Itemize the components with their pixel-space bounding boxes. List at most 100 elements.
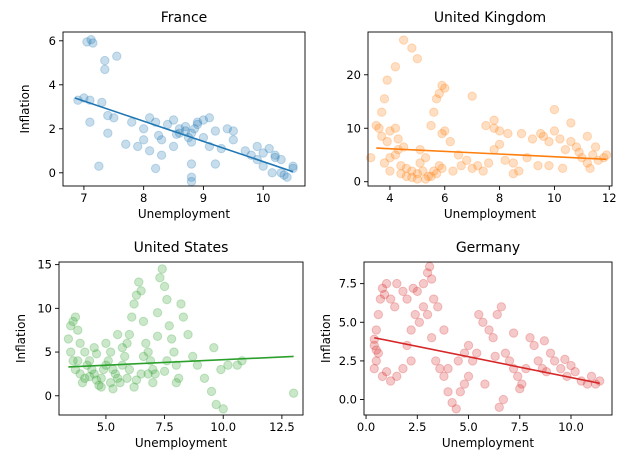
x-tick-label: 7.5 bbox=[511, 420, 529, 434]
data-point bbox=[369, 334, 379, 344]
data-point bbox=[112, 51, 122, 61]
x-axis-label: Unemployment bbox=[444, 207, 537, 221]
y-tick-label: 0.0 bbox=[339, 393, 357, 407]
data-point bbox=[66, 347, 76, 357]
data-point bbox=[369, 340, 379, 351]
data-point bbox=[173, 373, 184, 383]
data-point bbox=[571, 142, 582, 152]
data-point bbox=[508, 328, 519, 338]
data-point bbox=[448, 166, 458, 176]
data-point bbox=[186, 159, 197, 169]
data-point bbox=[447, 397, 457, 408]
x-tick-label: 9 bbox=[200, 191, 207, 205]
y-tick-label: 7.5 bbox=[339, 277, 357, 291]
plot-frame bbox=[363, 261, 613, 416]
data-point bbox=[75, 369, 85, 379]
data-point bbox=[157, 264, 167, 274]
x-axis-label: Unemployment bbox=[138, 207, 231, 221]
data-point bbox=[393, 134, 403, 144]
data-point bbox=[91, 375, 102, 385]
data-point bbox=[478, 317, 488, 327]
data-point bbox=[183, 329, 193, 340]
data-point bbox=[412, 169, 423, 179]
data-point bbox=[549, 126, 560, 136]
data-point bbox=[94, 161, 104, 171]
data-point bbox=[557, 163, 568, 174]
x-tick-label: 8 bbox=[140, 191, 147, 205]
data-point bbox=[428, 294, 439, 304]
data-point bbox=[396, 169, 406, 179]
data-point bbox=[138, 124, 149, 134]
data-point bbox=[373, 309, 384, 320]
data-point bbox=[385, 152, 395, 163]
data-point bbox=[392, 278, 402, 289]
x-tick-label: 6 bbox=[441, 191, 448, 205]
data-point bbox=[381, 367, 392, 377]
data-point bbox=[445, 136, 455, 147]
y-tick-label: 10 bbox=[346, 121, 361, 135]
subplot-title: France bbox=[161, 10, 208, 26]
data-point bbox=[115, 377, 125, 388]
data-point bbox=[407, 166, 417, 176]
y-axis-label: Inflation bbox=[14, 314, 28, 363]
data-point bbox=[85, 117, 95, 127]
data-point bbox=[138, 316, 149, 327]
x-tick-label: 10 bbox=[547, 191, 562, 205]
data-point bbox=[601, 150, 612, 160]
data-point bbox=[73, 325, 83, 335]
data-point bbox=[422, 309, 433, 320]
y-tick-label: 4 bbox=[49, 78, 56, 92]
data-point bbox=[101, 338, 111, 349]
data-point bbox=[439, 371, 449, 382]
data-point bbox=[474, 309, 484, 320]
data-point bbox=[423, 171, 434, 182]
data-point bbox=[437, 163, 447, 174]
data-point bbox=[536, 128, 546, 139]
data-point bbox=[420, 174, 431, 184]
data-point bbox=[434, 160, 444, 171]
subplot-1: 7 8 9 10 0 2 4 6 France Unemployment Inflation bbox=[18, 10, 306, 221]
data-point bbox=[68, 316, 78, 327]
data-point bbox=[385, 166, 395, 176]
data-point bbox=[132, 141, 143, 152]
data-point bbox=[222, 124, 233, 134]
data-point bbox=[402, 294, 412, 304]
y-axis-label: Inflation bbox=[319, 314, 333, 363]
data-point bbox=[148, 364, 158, 375]
data-point bbox=[461, 155, 472, 166]
data-point bbox=[544, 160, 554, 171]
data-point bbox=[398, 286, 408, 297]
data-point bbox=[426, 171, 436, 182]
data-point bbox=[162, 294, 172, 305]
data-point bbox=[152, 331, 163, 342]
x-tick-label: 5.0 bbox=[97, 420, 115, 434]
plot-frame bbox=[58, 261, 304, 416]
data-point bbox=[538, 131, 549, 141]
data-point bbox=[379, 158, 390, 168]
y-tick-label: 6 bbox=[49, 34, 56, 48]
x-tick-label: 12.5 bbox=[269, 420, 295, 434]
data-point bbox=[517, 379, 527, 389]
data-point bbox=[199, 373, 210, 383]
data-point bbox=[210, 159, 221, 169]
data-point bbox=[377, 131, 387, 141]
data-point bbox=[500, 348, 511, 358]
data-point bbox=[124, 329, 135, 340]
data-point bbox=[119, 351, 130, 362]
y-tick-label: 0 bbox=[45, 389, 52, 403]
data-point bbox=[379, 94, 390, 104]
data-point bbox=[472, 160, 483, 171]
data-point bbox=[96, 373, 106, 383]
data-point bbox=[96, 382, 106, 392]
data-point bbox=[112, 373, 123, 383]
data-point bbox=[141, 338, 151, 349]
data-point bbox=[549, 356, 560, 366]
data-point bbox=[371, 120, 381, 131]
data-point bbox=[371, 345, 381, 355]
data-point bbox=[82, 37, 92, 47]
data-point bbox=[66, 321, 76, 331]
data-point bbox=[426, 120, 436, 131]
data-point bbox=[105, 347, 116, 357]
data-point bbox=[467, 91, 477, 101]
data-point bbox=[189, 124, 200, 134]
